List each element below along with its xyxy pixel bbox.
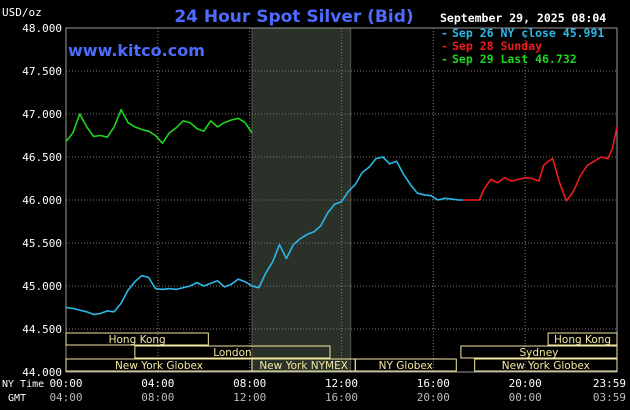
session-label: Sydney (520, 347, 559, 359)
y-tick-label: 47.000 (22, 108, 62, 121)
x-tick-label-ny: 16:00 (417, 377, 450, 390)
y-tick-label: 45.500 (22, 237, 62, 250)
x-tick-label-gmt: 16:00 (325, 391, 358, 404)
legend-entry-0: Sep 26 NY close 45.991 (452, 26, 604, 40)
y-tick-label: 46.500 (22, 151, 62, 164)
x-tick-label-gmt: 12:00 (233, 391, 266, 404)
series-line-1 (463, 126, 618, 202)
session-bar (474, 358, 618, 372)
y-tick-label: 44.500 (22, 323, 62, 336)
chart-title: 24 Hour Spot Silver (Bid) (174, 7, 413, 27)
y-tick-label: 44.000 (22, 366, 62, 379)
x-tick-label-gmt: 08:00 (141, 391, 174, 404)
y-tick-label: 48.000 (22, 22, 62, 35)
x-tick-label-ny: 00:00 (49, 377, 82, 390)
website-label: www.kitco.com (68, 41, 205, 60)
x-tick-label-ny: 20:00 (509, 377, 542, 390)
session-label: New York Globex (502, 360, 590, 372)
series-layer (65, 108, 618, 316)
x-tick-label-ny: 04:00 (141, 377, 174, 390)
series-line-0 (65, 156, 464, 316)
gmt-row-label: GMT (8, 393, 26, 404)
y-tick-label: 47.500 (22, 65, 62, 78)
x-tick-label-gmt: 20:00 (417, 391, 450, 404)
shaded-region (251, 28, 351, 372)
session-bar (547, 332, 618, 346)
session-label: NY Globex (379, 360, 433, 372)
shade-layer (251, 28, 351, 372)
legend-dash-0: - (441, 26, 448, 40)
axis-layer: 48.000 47.500 47.000 46.500 46.000 45.500 45.0… (22, 22, 626, 404)
legend-dash-2: - (441, 52, 448, 66)
x-tick-label-ny: 08:00 (233, 377, 266, 390)
y-tick-label: 45.000 (22, 280, 62, 293)
session-label: Hong Kong (554, 334, 611, 346)
legend-dash-1: - (441, 39, 448, 53)
x-tick-label-gmt: 00:00 (509, 391, 542, 404)
session-label: London (213, 347, 252, 359)
y-tick-label: 46.000 (22, 194, 62, 207)
grid-layer (65, 27, 618, 373)
series-line-2 (65, 108, 253, 144)
session-label: New York Globex (115, 360, 203, 372)
x-tick-label-ny: 23:59 (593, 377, 626, 390)
session-bar (65, 332, 209, 346)
session-bar (134, 345, 331, 359)
timestamp: September 29, 2025 08:04 (440, 11, 606, 25)
legend: September 29, 2025 08:04 Sep 26 NY close… (440, 11, 606, 66)
session-bar (354, 358, 457, 372)
plot-frame (65, 27, 618, 373)
x-tick-label-gmt: 04:00 (49, 391, 82, 404)
legend-entry-2: Sep 29 Last 46.732 (452, 52, 577, 66)
unit-label: USD/oz (2, 6, 42, 19)
session-bar (460, 345, 618, 359)
ny-time-row-label: NY Time (2, 379, 44, 390)
legend-entry-1: Sep 28 Sunday (452, 39, 542, 53)
x-tick-label-gmt: 03:59 (593, 391, 626, 404)
session-label: New York NYMEX (259, 360, 348, 372)
session-label: Hong Kong (109, 334, 166, 346)
x-tick-label-ny: 12:00 (325, 377, 358, 390)
